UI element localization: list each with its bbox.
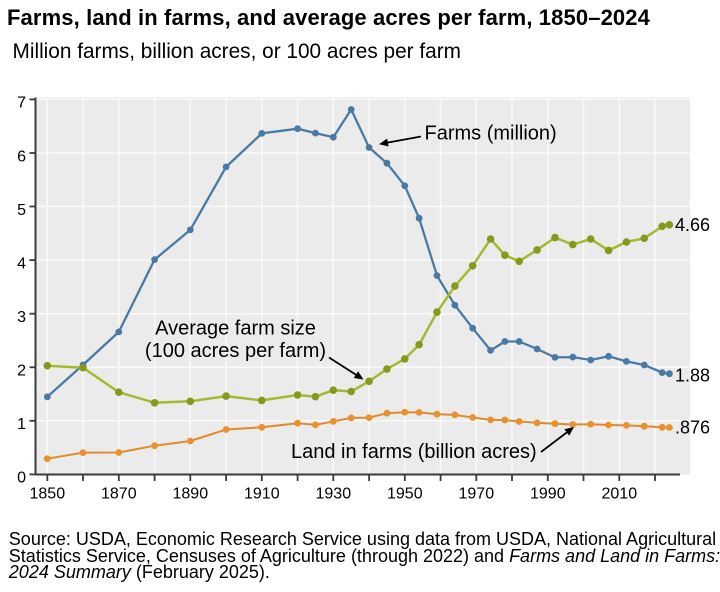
svg-text:2010: 2010 [602,486,638,503]
svg-text:1890: 1890 [173,486,209,503]
svg-text:1970: 1970 [459,486,495,503]
svg-text:4: 4 [17,255,26,272]
svg-text:Average farm size: Average farm size [155,317,316,339]
svg-text:1: 1 [17,416,26,433]
svg-text:7: 7 [17,95,26,112]
svg-text:1950: 1950 [387,486,423,503]
svg-text:1.88: 1.88 [675,366,710,386]
svg-text:3: 3 [17,309,26,326]
svg-text:4.66: 4.66 [675,215,710,235]
svg-text:6: 6 [17,148,26,165]
svg-text:5: 5 [17,202,26,219]
svg-text:(100 acres per farm): (100 acres per farm) [145,340,326,362]
svg-text:1910: 1910 [244,486,280,503]
svg-text:1870: 1870 [101,486,137,503]
svg-text:Land in farms (billion acres): Land in farms (billion acres) [291,441,537,463]
svg-text:Farms (million): Farms (million) [425,123,557,145]
svg-text:0: 0 [17,470,26,487]
svg-text:1930: 1930 [316,486,352,503]
svg-text:.876: .876 [675,418,710,438]
svg-text:1990: 1990 [530,486,566,503]
svg-text:2: 2 [17,363,26,380]
svg-text:1850: 1850 [30,486,66,503]
